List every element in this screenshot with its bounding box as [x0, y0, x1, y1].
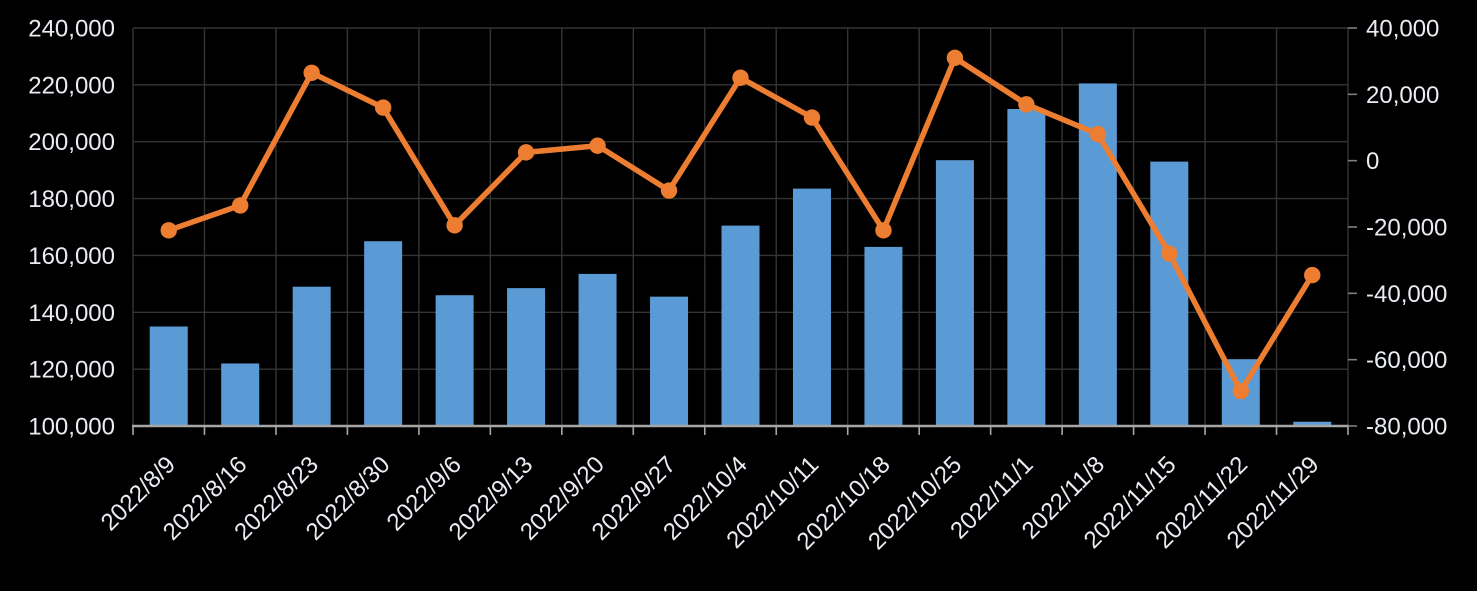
y-axis-left-label: 240,000	[28, 16, 115, 43]
line-marker	[732, 69, 749, 86]
bar	[721, 225, 760, 426]
bar	[221, 363, 260, 426]
line-marker	[1232, 382, 1249, 400]
bar	[792, 188, 831, 426]
bar	[935, 160, 974, 426]
y-axis-right-label: -80,000	[1366, 414, 1447, 441]
y-axis-left-label: 120,000	[28, 357, 115, 384]
bar	[1150, 161, 1189, 426]
line-marker	[1161, 245, 1178, 262]
y-axis-right-label: 0	[1366, 148, 1379, 175]
line-marker	[1304, 266, 1321, 284]
bar	[435, 295, 474, 426]
y-axis-right-label: -60,000	[1366, 347, 1447, 374]
y-axis-left-label: 100,000	[28, 414, 115, 441]
y-axis-right-label: 20,000	[1366, 82, 1439, 109]
bar	[864, 246, 903, 426]
y-axis-left-label: 140,000	[28, 300, 115, 327]
y-axis-left-label: 180,000	[28, 186, 115, 213]
line-marker	[446, 217, 463, 234]
line-marker	[589, 137, 606, 154]
line-marker	[232, 197, 249, 214]
y-axis-right-label: -20,000	[1366, 215, 1447, 242]
line-marker	[946, 49, 964, 67]
bar	[1007, 109, 1046, 427]
bar	[507, 288, 546, 426]
bar	[1293, 421, 1332, 426]
bar	[149, 326, 188, 426]
y-axis-left-label: 200,000	[28, 129, 115, 156]
line-marker	[1018, 96, 1035, 113]
y-axis-left-label: 160,000	[28, 243, 115, 270]
line-marker	[1089, 125, 1107, 143]
y-axis-right-label: 40,000	[1366, 16, 1439, 43]
line-marker	[875, 222, 892, 239]
line-marker	[803, 109, 821, 126]
line-marker	[517, 144, 535, 161]
line-marker	[374, 99, 392, 116]
line-marker	[160, 222, 177, 239]
line-marker	[303, 64, 320, 81]
bar	[650, 296, 689, 426]
line-marker	[660, 182, 678, 199]
bar	[364, 241, 403, 426]
bar	[578, 273, 617, 426]
bar	[292, 286, 331, 426]
y-axis-right-label: -40,000	[1366, 281, 1447, 308]
y-axis-left-label: 220,000	[28, 72, 115, 99]
